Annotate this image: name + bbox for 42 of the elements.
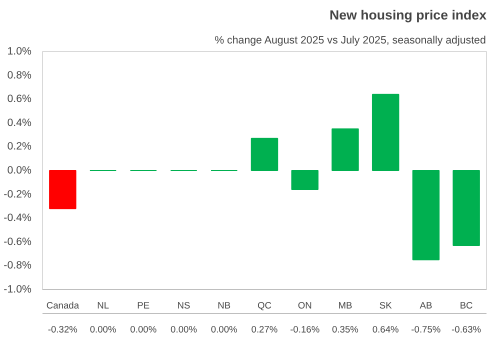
bar [452, 170, 480, 246]
x-tick-label: MB [338, 300, 352, 310]
data-label: -0.75% [411, 324, 441, 334]
x-tick-label: NB [218, 300, 231, 310]
x-tick-label: BC [460, 300, 474, 310]
x-tick-label: SK [379, 300, 393, 310]
y-tick-label: 0.2% [7, 140, 32, 153]
data-label: 0.27% [251, 324, 278, 334]
y-tick-label: 0.0% [7, 164, 32, 176]
data-label: 0.00% [210, 324, 238, 334]
x-tick-label: Canada [46, 300, 80, 310]
y-tick-label: -0.6% [4, 236, 32, 248]
data-label: 0.00% [130, 324, 157, 334]
y-tick-label: 0.4% [7, 116, 32, 129]
y-tick-label: -1.0% [4, 284, 32, 296]
bar [250, 138, 278, 171]
y-tick-label: -0.4% [4, 212, 32, 224]
data-label: -0.63% [452, 324, 482, 334]
y-tick-label: -0.8% [4, 260, 32, 272]
data-label: -0.16% [290, 324, 320, 334]
x-tick-label: ON [298, 300, 312, 310]
x-tick-label: NL [97, 300, 110, 310]
x-tick-label: NS [177, 300, 190, 310]
x-tick-label: QC [258, 300, 272, 310]
data-label: 0.00% [170, 324, 197, 334]
y-tick-label: 0.8% [7, 69, 32, 82]
bar [412, 170, 440, 260]
data-label: 0.00% [90, 324, 116, 334]
bar [291, 170, 318, 190]
chart-subtitle: % change August 2025 vs July 2025, seasonally adjusted [214, 34, 486, 46]
data-label: -0.32% [48, 324, 78, 334]
y-tick-label: 0.6% [7, 93, 32, 106]
data-label: 0.35% [332, 324, 358, 334]
chart-title: New housing price index [329, 8, 488, 22]
bar [372, 94, 400, 171]
y-tick-label: 1.0% [7, 46, 32, 58]
data-label: 0.64% [372, 324, 399, 334]
x-tick-label: PE [137, 300, 150, 310]
bar [49, 170, 76, 210]
bar [332, 128, 359, 171]
y-tick-label: -0.2% [4, 188, 32, 200]
x-tick-label: AB [420, 300, 432, 310]
